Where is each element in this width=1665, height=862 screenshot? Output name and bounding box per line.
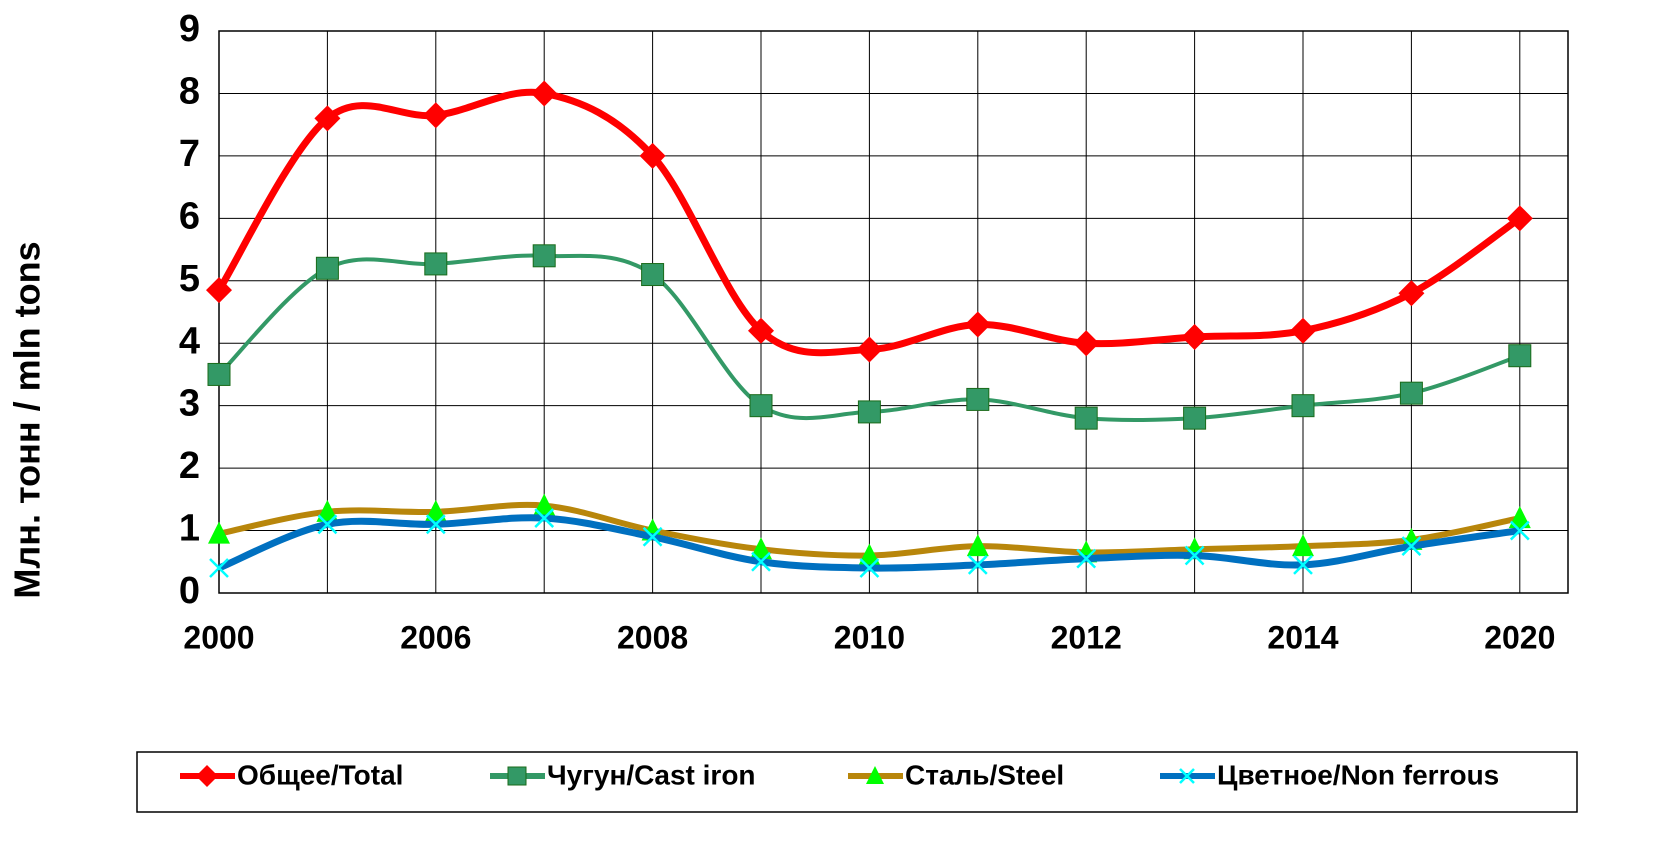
x-tick-label: 2006 xyxy=(400,619,471,655)
y-tick-label: 5 xyxy=(179,258,200,300)
marker xyxy=(1290,317,1316,344)
legend-box xyxy=(136,751,1578,813)
marker xyxy=(422,102,449,129)
marker xyxy=(641,263,665,287)
marker xyxy=(208,521,230,544)
marker xyxy=(507,766,527,786)
x-tick-label: 2000 xyxy=(183,619,254,655)
legend-label: Сталь/Steel xyxy=(905,759,1064,790)
marker xyxy=(964,311,991,338)
legend-label: Чугун/Cast iron xyxy=(547,759,756,790)
marker xyxy=(425,514,446,535)
marker xyxy=(1508,344,1532,368)
marker xyxy=(534,508,555,528)
legend-label: Общее/Total xyxy=(237,759,403,790)
marker xyxy=(748,317,774,344)
marker xyxy=(1076,548,1097,569)
marker xyxy=(1179,768,1195,784)
marker xyxy=(858,543,881,566)
marker xyxy=(642,526,663,547)
x-tick-label: 2008 xyxy=(617,619,688,655)
marker xyxy=(1181,323,1208,350)
marker xyxy=(196,765,218,787)
x-tick-label: 2020 xyxy=(1484,619,1555,655)
marker xyxy=(1509,520,1530,541)
y-axis-label: Млн. тонн / mln tons xyxy=(7,241,48,598)
marker xyxy=(531,80,558,107)
marker xyxy=(314,105,341,132)
marker xyxy=(859,558,880,578)
marker xyxy=(1184,545,1205,566)
y-tick-label: 1 xyxy=(179,508,200,550)
marker xyxy=(1292,534,1314,557)
marker xyxy=(1508,506,1531,529)
marker xyxy=(424,499,447,522)
marker xyxy=(1074,406,1098,430)
marker xyxy=(967,555,988,575)
marker xyxy=(639,142,666,169)
y-tick-label: 7 xyxy=(179,133,200,175)
marker xyxy=(1401,536,1422,557)
marker xyxy=(1398,280,1425,307)
marker xyxy=(1073,330,1100,357)
x-tick-label: 2014 xyxy=(1267,619,1338,655)
marker xyxy=(866,766,884,784)
marker xyxy=(1183,406,1207,430)
y-tick-label: 8 xyxy=(179,70,200,112)
marker xyxy=(1293,555,1313,575)
y-tick-label: 2 xyxy=(179,445,200,487)
marker xyxy=(206,277,232,304)
marker xyxy=(316,499,339,522)
marker xyxy=(1399,381,1423,405)
marker xyxy=(533,493,556,516)
marker xyxy=(966,534,989,557)
y-tick-label: 6 xyxy=(179,195,200,237)
marker xyxy=(856,336,883,363)
marker xyxy=(1506,205,1533,232)
y-tick-label: 9 xyxy=(179,8,200,50)
marker xyxy=(207,362,231,386)
marker xyxy=(317,514,338,535)
marker xyxy=(532,244,556,268)
marker xyxy=(751,551,771,572)
marker xyxy=(966,387,990,411)
y-tick-label: 4 xyxy=(179,320,200,362)
marker xyxy=(424,252,448,276)
x-tick-label: 2010 xyxy=(834,619,905,655)
marker xyxy=(315,256,339,280)
marker xyxy=(857,400,881,424)
marker xyxy=(750,537,772,560)
marker xyxy=(749,394,773,418)
marker xyxy=(1291,394,1315,418)
y-tick-label: 0 xyxy=(179,570,200,612)
legend-label: Цветное/Non ferrous xyxy=(1217,759,1499,790)
x-tick-label: 2012 xyxy=(1051,619,1122,655)
y-tick-label: 3 xyxy=(179,383,200,425)
marker xyxy=(209,558,229,578)
